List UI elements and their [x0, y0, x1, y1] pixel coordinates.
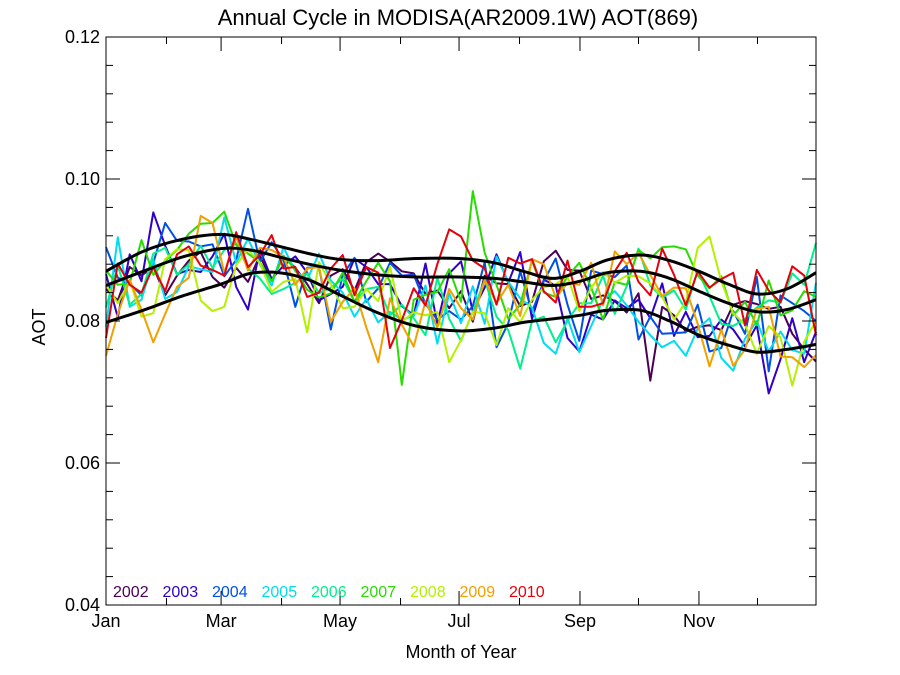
- y-axis-ticks: 0.04 0.06 0.08 0.10 0.12: [65, 27, 816, 615]
- legend-entry-2004: 2004: [212, 584, 248, 601]
- series-line-2008: [105, 235, 817, 387]
- x-tick-label: Jan: [91, 611, 120, 631]
- legend-entry-2003: 2003: [163, 584, 199, 601]
- fit-curve-3: [105, 270, 817, 354]
- legend-entry-2006: 2006: [311, 584, 347, 601]
- legend-entry-2008: 2008: [410, 584, 446, 601]
- x-tick-label: Nov: [683, 611, 715, 631]
- legend-entry-2009: 2009: [460, 584, 496, 601]
- y-tick-label: 0.04: [65, 595, 100, 615]
- fit-curve-2: [105, 232, 817, 296]
- y-tick-label: 0.12: [65, 27, 100, 47]
- y-tick-label: 0.06: [65, 453, 100, 473]
- x-axis-label: Month of Year: [405, 642, 516, 662]
- x-tick-label: Sep: [564, 611, 596, 631]
- y-axis-label: AOT: [29, 308, 49, 345]
- fit-curves-layer: [105, 232, 817, 354]
- legend-entry-2005: 2005: [262, 584, 298, 601]
- legend: 2002 2003 2004 2005 2006 2007 2008 2009 2010: [113, 584, 545, 601]
- x-tick-label: Mar: [206, 611, 237, 631]
- y-tick-label: 0.10: [65, 169, 100, 189]
- series-line-2007: [105, 190, 817, 386]
- fit-curve-1: [105, 246, 817, 314]
- y-tick-label: 0.08: [65, 311, 100, 331]
- legend-entry-2007: 2007: [361, 584, 397, 601]
- chart-title: Annual Cycle in MODISA(AR2009.1W) AOT(86…: [218, 5, 699, 30]
- series-line-2004: [105, 207, 817, 373]
- legend-entry-2002: 2002: [113, 584, 149, 601]
- series-line-2005: [105, 216, 817, 372]
- series-layer: [105, 190, 817, 395]
- legend-entry-2010: 2010: [509, 584, 545, 601]
- x-tick-label: May: [323, 611, 357, 631]
- x-tick-label: Jul: [448, 611, 471, 631]
- plot-area: 0.04 0.06 0.08 0.10 0.12 Jan Mar May Jul Sep Nov: [65, 27, 817, 631]
- x-axis-ticks: Jan Mar May Jul Sep Nov: [91, 37, 758, 631]
